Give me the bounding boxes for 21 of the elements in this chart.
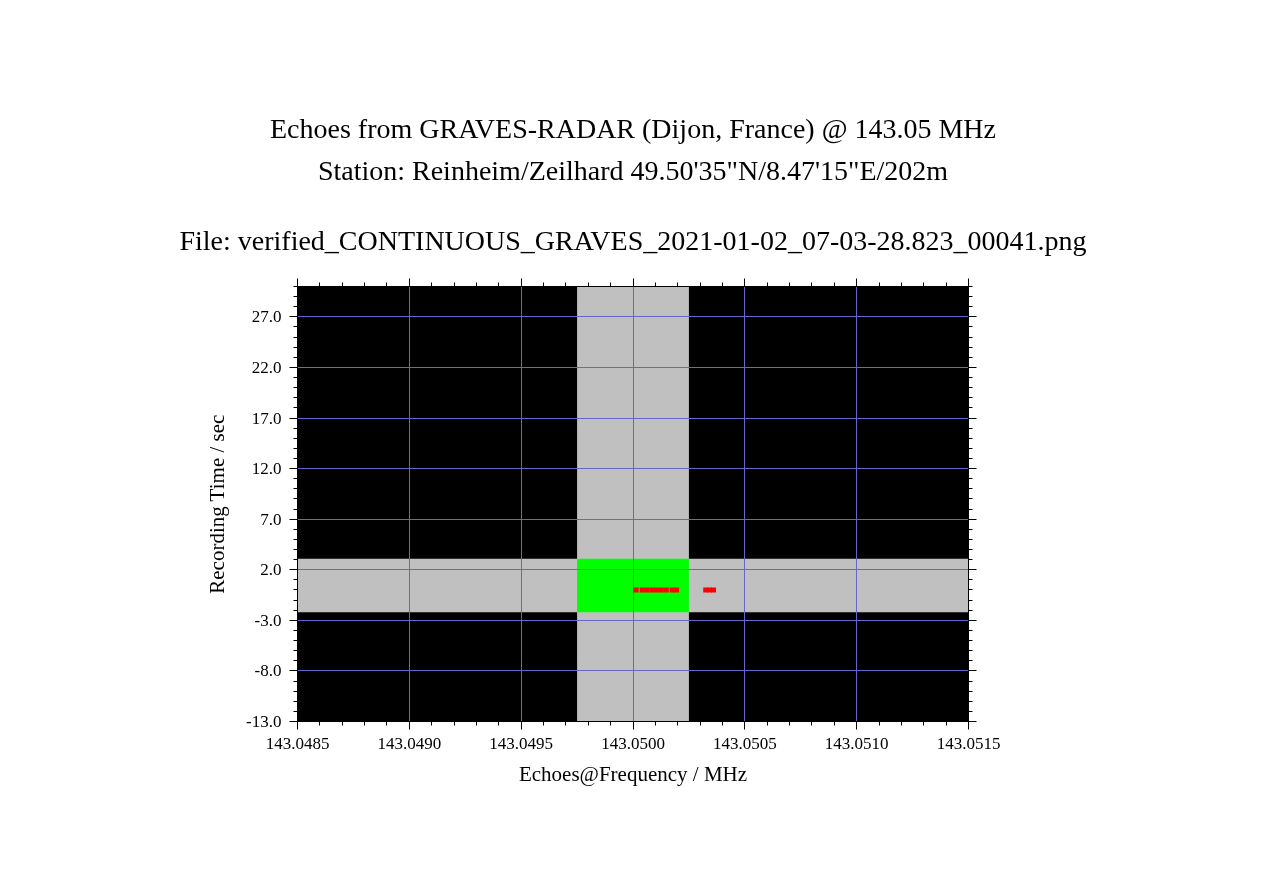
y-tick-label: -8.0 <box>254 661 282 681</box>
y-tick-label: 7.0 <box>260 509 282 529</box>
x-tick-label: 143.0510 <box>824 733 889 753</box>
x-axis-title: Echoes@Frequency / MHz <box>518 761 748 786</box>
y-axis-title: Recording Time / sec <box>205 414 230 594</box>
x-tick-label: 143.0515 <box>936 733 1001 753</box>
y-tick-label: -3.0 <box>254 610 282 630</box>
x-tick-label: 143.0485 <box>265 733 330 753</box>
x-tick-label: 143.0505 <box>712 733 777 753</box>
x-tick-label: 143.0495 <box>489 733 554 753</box>
y-tick-label: 17.0 <box>251 408 282 428</box>
y-tick-label: 12.0 <box>251 459 282 479</box>
y-tick-label: 22.0 <box>251 357 282 377</box>
x-tick-label: 143.0500 <box>601 733 665 753</box>
chart-subtitle: Station: Reinheim/Zeilhard 49.50'35"N/8.47'15"E/202m <box>317 154 949 186</box>
x-tick-label: 143.0490 <box>377 733 442 753</box>
chart-title: Echoes from GRAVES-RADAR (Dijon, France) @ 143.05 MHz <box>270 113 996 144</box>
y-tick-label: 27.0 <box>251 307 282 327</box>
text: File: verified_CONTINUOUS_GRAVES_2021-01-02_07-03-28.823_00041.png <box>179 225 1087 256</box>
y-tick-label: -13.0 <box>246 712 282 731</box>
y-tick-label: 2.0 <box>260 560 282 580</box>
